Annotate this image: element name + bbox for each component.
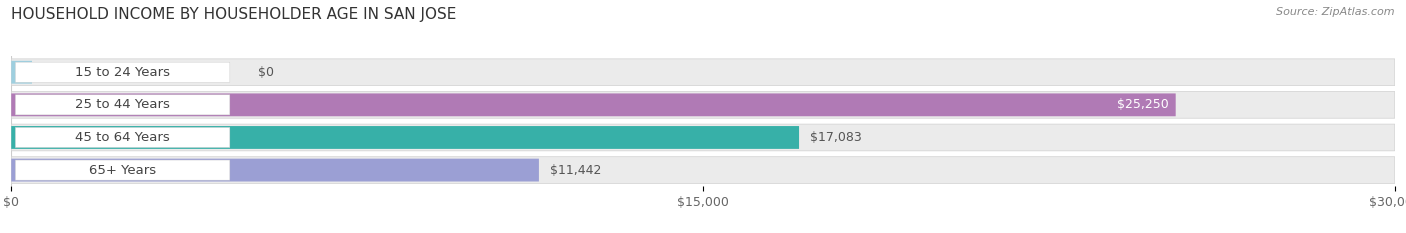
Text: 15 to 24 Years: 15 to 24 Years	[75, 66, 170, 79]
Text: $25,250: $25,250	[1116, 98, 1168, 111]
FancyBboxPatch shape	[11, 124, 1395, 151]
FancyBboxPatch shape	[11, 92, 1395, 118]
FancyBboxPatch shape	[11, 126, 799, 149]
FancyBboxPatch shape	[11, 61, 32, 84]
FancyBboxPatch shape	[11, 93, 1175, 116]
FancyBboxPatch shape	[15, 62, 229, 82]
FancyBboxPatch shape	[15, 127, 229, 147]
Text: 45 to 64 Years: 45 to 64 Years	[76, 131, 170, 144]
FancyBboxPatch shape	[11, 59, 1395, 86]
FancyBboxPatch shape	[11, 159, 538, 182]
FancyBboxPatch shape	[11, 157, 1395, 183]
Text: 65+ Years: 65+ Years	[89, 164, 156, 177]
Text: Source: ZipAtlas.com: Source: ZipAtlas.com	[1277, 7, 1395, 17]
Text: 25 to 44 Years: 25 to 44 Years	[75, 98, 170, 111]
FancyBboxPatch shape	[15, 160, 229, 180]
FancyBboxPatch shape	[15, 95, 229, 115]
Text: $0: $0	[257, 66, 274, 79]
Text: HOUSEHOLD INCOME BY HOUSEHOLDER AGE IN SAN JOSE: HOUSEHOLD INCOME BY HOUSEHOLDER AGE IN S…	[11, 7, 457, 22]
Text: $11,442: $11,442	[550, 164, 602, 177]
Text: $17,083: $17,083	[810, 131, 862, 144]
